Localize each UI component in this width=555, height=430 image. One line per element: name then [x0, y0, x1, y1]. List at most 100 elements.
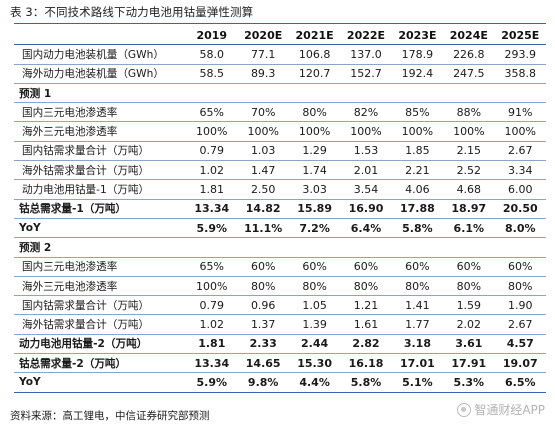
table-cell: 4.4%	[288, 372, 341, 393]
table-row: 国内三元电池渗透率 65% 60% 60% 60% 60% 60% 60%	[14, 257, 546, 277]
data-table: 2019 2020E 2021E 2022E 2023E 2024E 2025E…	[14, 26, 546, 393]
table-cell: 70%	[237, 102, 289, 123]
table-cell: 120.7	[288, 64, 341, 84]
table-row: 海外三元电池渗透率 100% 100% 100% 100% 100% 100% 100%	[14, 121, 546, 142]
table-cell: 0.96	[237, 295, 289, 316]
table-cell: 3.18	[391, 334, 444, 355]
table-cell: 5.1%	[391, 372, 444, 393]
table-cell: 13.34	[186, 199, 238, 219]
header-cell: 2022E	[340, 26, 392, 46]
table-cell: 6.4%	[340, 218, 392, 239]
table-row: 国内钴需求量合计（万吨） 0.79 1.03 1.29 1.53 1.85 2.15 2.67	[14, 141, 546, 162]
table-cell: 1.29	[288, 141, 341, 162]
table-cell: 5.3%	[443, 372, 495, 393]
table-cell: 4.06	[391, 179, 444, 200]
row-label: 海外动力电池装机量（GWh）	[14, 64, 187, 84]
table-cell: 16.90	[340, 199, 392, 219]
table-cell: 11.1%	[237, 218, 289, 239]
table-row: 海外动力电池装机量（GWh） 58.5 89.3 120.7 152.7 192.4 247…	[14, 64, 546, 84]
table-cell: 1.47	[237, 160, 289, 181]
table-cell: 80%	[443, 276, 495, 297]
row-label: 国内动力电池装机量（GWh）	[14, 44, 187, 65]
table-cell	[186, 237, 238, 258]
section-row: 预测 2	[14, 237, 546, 258]
table-cell: 15.89	[288, 199, 341, 219]
table-cell: 6.5%	[494, 372, 546, 393]
table-cell: 1.59	[443, 295, 495, 316]
table-cell: 6.1%	[443, 218, 495, 239]
table-cell: 14.65	[237, 353, 289, 374]
header-cell: 2024E	[443, 26, 495, 46]
table-cell: 2.52	[443, 160, 495, 181]
table-cell	[494, 237, 546, 258]
table-cell: 100%	[494, 121, 546, 142]
table-cell: 1.41	[391, 295, 444, 316]
table-cell: 58.0	[186, 44, 238, 65]
table-title: 表 3：不同技术路线下动力电池用钴量弹性测算	[10, 5, 254, 19]
header-cell	[14, 26, 187, 46]
header-cell: 2020E	[237, 26, 289, 46]
table-cell: 192.4	[391, 64, 444, 84]
row-label: 钴总需求量-2（万吨）	[14, 353, 187, 374]
table-cell: 1.85	[391, 141, 444, 162]
table-cell: 6.00	[494, 179, 546, 200]
table-cell: 65%	[186, 102, 238, 123]
table-cell: 20.50	[494, 199, 546, 219]
table-cell: 1.05	[288, 295, 341, 316]
table-cell: 17.88	[391, 199, 444, 219]
table-cell: 80%	[288, 276, 341, 297]
table-cell: 100%	[186, 276, 238, 297]
table-cell: 4.68	[443, 179, 495, 200]
watermark-text: 智通财经APP	[474, 403, 545, 417]
table-cell: 80%	[237, 276, 289, 297]
table-cell	[391, 83, 444, 104]
table-cell: 100%	[186, 121, 238, 142]
table-cell: 2.01	[340, 160, 392, 181]
table-cell: 100%	[391, 121, 444, 142]
table-cell: 9.8%	[237, 372, 289, 393]
table-cell: 100%	[443, 121, 495, 142]
table-cell: 100%	[288, 121, 341, 142]
top-rule	[14, 23, 546, 24]
table-cell: 3.03	[288, 179, 341, 200]
table-cell	[443, 237, 495, 258]
row-label: 海外钴需求量合计（万吨）	[14, 314, 187, 335]
table-cell: 14.82	[237, 199, 289, 219]
watermark: 智通财经APP	[457, 401, 545, 418]
table-cell: 5.8%	[391, 218, 444, 239]
table-cell: 2.50	[237, 179, 289, 200]
row-label: 海外钴需求量合计（万吨）	[14, 160, 187, 181]
table-row: 海外钴需求量合计（万吨） 1.02 1.37 1.39 1.61 1.77 2.02 2.67	[14, 314, 546, 335]
table-cell: 91%	[494, 102, 546, 123]
table-cell	[340, 83, 392, 104]
table-cell: 2.33	[237, 334, 289, 355]
table-cell: 1.53	[340, 141, 392, 162]
table-cell: 1.90	[494, 295, 546, 316]
table-cell: 106.8	[288, 44, 341, 65]
row-label: 钴总需求量-1（万吨）	[14, 199, 187, 219]
table-cell: 2.67	[494, 141, 546, 162]
header-cell: 2025E	[494, 26, 546, 46]
table-cell: 80%	[494, 276, 546, 297]
table-cell: 65%	[186, 257, 238, 277]
table-cell: 1.21	[340, 295, 392, 316]
table-cell: 5.9%	[186, 218, 238, 239]
table-cell: 0.79	[186, 141, 238, 162]
table-cell: 80%	[391, 276, 444, 297]
table-cell: 2.44	[288, 334, 341, 355]
section-row: 预测 1	[14, 83, 546, 104]
table-cell: 3.54	[340, 179, 392, 200]
row-label: 国内三元电池渗透率	[14, 257, 187, 277]
table-cell: 18.97	[443, 199, 495, 219]
table-cell: 1.02	[186, 160, 238, 181]
table-cell: 4.57	[494, 334, 546, 355]
table-cell: 60%	[443, 257, 495, 277]
header-row: 2019 2020E 2021E 2022E 2023E 2024E 2025E	[14, 26, 546, 46]
header-cell: 2019	[186, 26, 238, 46]
table-cell: 19.07	[494, 353, 546, 374]
row-label: 国内钴需求量合计（万吨）	[14, 141, 187, 162]
table-cell: 152.7	[340, 64, 392, 84]
source-note: 资料来源：高工锂电，中信证券研究部预测	[10, 410, 210, 422]
table-row: 钴总需求量-2（万吨） 13.34 14.65 15.30 16.18 17.01 17.9…	[14, 353, 546, 374]
